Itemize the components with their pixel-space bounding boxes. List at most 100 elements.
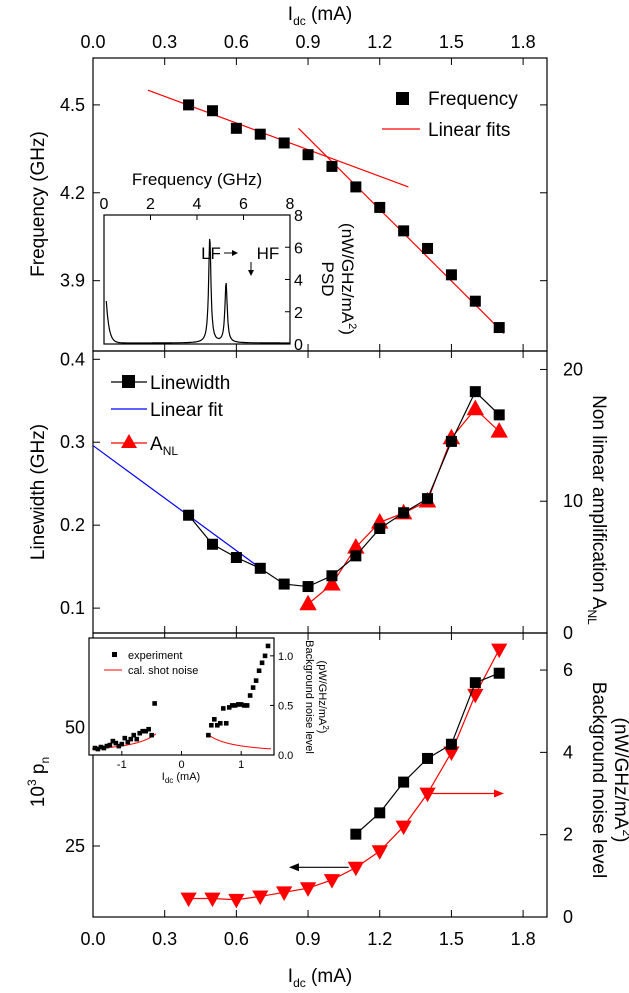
bottom-x-tick-label: 1.8: [511, 929, 536, 949]
frequency-point: [445, 269, 457, 281]
anl-y-tick-label: 10: [563, 491, 583, 511]
top-x-tick-label: 0.3: [152, 32, 177, 52]
psd-annotation-hf-arrowhead: [248, 270, 254, 276]
experiment-point: [95, 746, 101, 752]
frequency-point: [206, 105, 218, 117]
top-x-label: Idc (mA): [288, 4, 352, 28]
linewidth-point: [254, 562, 266, 574]
linewidth-point: [206, 538, 218, 550]
top-x-tick-label: 0.9: [296, 32, 321, 52]
bottom-x-label: Idc (mA): [288, 966, 352, 990]
top-x-tick-label: 1.8: [511, 32, 536, 52]
top-x-label-unit: (mA): [306, 4, 352, 25]
background-noise-point: [443, 746, 460, 762]
experiment-point: [209, 722, 214, 728]
bottom-x-tick-label: 0.0: [80, 929, 105, 949]
experiment-point: [146, 726, 151, 732]
noise-y-unit-sup: 2: [620, 829, 629, 836]
frequency-y-ticks: 3.9 4.2 4.5: [60, 95, 547, 291]
noise-inset-y-tick-label: 0.5: [278, 700, 293, 712]
panel-linewidth: 0.1 0.2 0.3 0.4 0 10 20 Linewidth (GHz) Non l…: [28, 349, 609, 643]
noise-axis-arrowhead: [493, 789, 504, 798]
bottom-x-label-main: I: [288, 966, 293, 987]
experiment-point: [125, 739, 131, 745]
linewidth-marks: [92, 386, 508, 611]
linear-fit-line-blue: [92, 445, 266, 573]
anl-y-tick-label: 20: [563, 359, 583, 379]
linewidth-y-tick-label: 0.1: [60, 598, 85, 618]
pn-point: [374, 807, 386, 819]
background-noise-point: [491, 643, 508, 659]
linewidth-point: [398, 507, 410, 519]
frequency-y-label: Frequency (GHz): [28, 131, 49, 277]
middle-x-ticks: [92, 351, 524, 633]
pn-point: [422, 752, 434, 764]
pn-point: [493, 667, 505, 679]
bottom-x-tick-label: 1.5: [439, 929, 464, 949]
psd-inset-y-tick-label: 4: [294, 273, 303, 290]
noise-inset-y-unit: (pW/GHz/mA2): [316, 661, 330, 734]
psd-inset-x-ticks: 0 2 4 6 8: [100, 196, 295, 220]
noise-inset-x-tick-label: -1: [117, 759, 127, 771]
background-noise-point: [419, 787, 436, 803]
experiment-point: [143, 728, 148, 734]
experiment-point: [259, 660, 265, 666]
experiment-point: [119, 741, 125, 747]
noise-inset-y-ticks: 0.0 0.5 1.0: [270, 651, 293, 762]
experiment-point: [244, 703, 250, 708]
experiment-point: [265, 643, 271, 649]
legend-linewidth-label: Linewidth: [150, 373, 230, 394]
psd-inset-x-tick-label: 2: [146, 196, 155, 213]
noise-y-unit: (nW/GHz/mA2): [610, 718, 629, 843]
legend-anl-marker: [121, 434, 137, 448]
pn-point: [445, 738, 457, 750]
legend-linear-fit-label: Linear fit: [150, 400, 224, 421]
frequency-y-tick-label: 4.5: [60, 95, 85, 115]
frequency-point: [183, 99, 195, 111]
experiment-point: [122, 735, 128, 741]
experiment-point: [241, 703, 247, 708]
noise-y-ticks: 0 2 4 6: [540, 660, 573, 927]
linewidth-point: [302, 581, 314, 593]
noise-inset-x-label-main: I: [162, 771, 165, 783]
anl-y-label: Non linear amplification ANL: [585, 395, 609, 625]
bottom-x-label-sub: dc: [293, 976, 306, 990]
linewidth-point: [183, 509, 195, 521]
linewidth-point: [278, 578, 290, 590]
background-noise-point: [276, 886, 293, 901]
frequency-y-tick-label: 3.9: [60, 271, 85, 291]
experiment-point: [110, 738, 116, 744]
experiment-point: [149, 732, 154, 738]
bottom-x-label-unit: (mA): [306, 966, 352, 987]
frequency-point: [326, 160, 338, 172]
noise-inset-x-label-unit: (mA): [173, 771, 200, 783]
frequency-marks: [147, 89, 505, 334]
top-x-tick-label: 0.0: [80, 32, 105, 52]
pn-y-label-sup: 3: [25, 779, 39, 786]
experiment-point: [223, 720, 229, 726]
linewidth-y-label: Linewidth (GHz): [28, 424, 49, 560]
psd-inset-y-tick-label: 6: [294, 240, 303, 257]
psd-spectrum-line: [105, 238, 290, 344]
psd-annotation-lf-arrowhead: [232, 250, 238, 256]
linewidth-y-tick-label: 0.4: [60, 349, 85, 369]
anl-y-ticks: 0 10 20: [540, 359, 583, 643]
experiment-point: [256, 668, 262, 674]
anl-point: [490, 422, 508, 438]
noise-inset-x-label: Idc (mA): [162, 771, 200, 785]
noise-inset-y-tick-label: 0.0: [278, 750, 293, 762]
anl-y-label-sub: NL: [585, 610, 599, 626]
frequency-point: [374, 201, 386, 213]
psd-inset-y-tick-label: 2: [294, 305, 303, 322]
linewidth-y-tick-label: 0.2: [60, 515, 85, 535]
frequency-legend: Frequency Linear fits: [382, 89, 518, 141]
legend-frequency-label: Frequency: [428, 89, 518, 110]
background-noise-point: [371, 845, 388, 860]
psd-inset-x-tick-label: 6: [239, 196, 248, 213]
noise-inset-x-label-sub: dc: [165, 776, 173, 785]
psd-inset-x-label: Frequency (GHz): [132, 170, 262, 189]
pn-y-label-rest: p: [28, 764, 49, 780]
experiment-point: [107, 742, 113, 748]
background-noise-point: [228, 893, 245, 909]
psd-inset-y-unit-close: ): [338, 329, 357, 335]
